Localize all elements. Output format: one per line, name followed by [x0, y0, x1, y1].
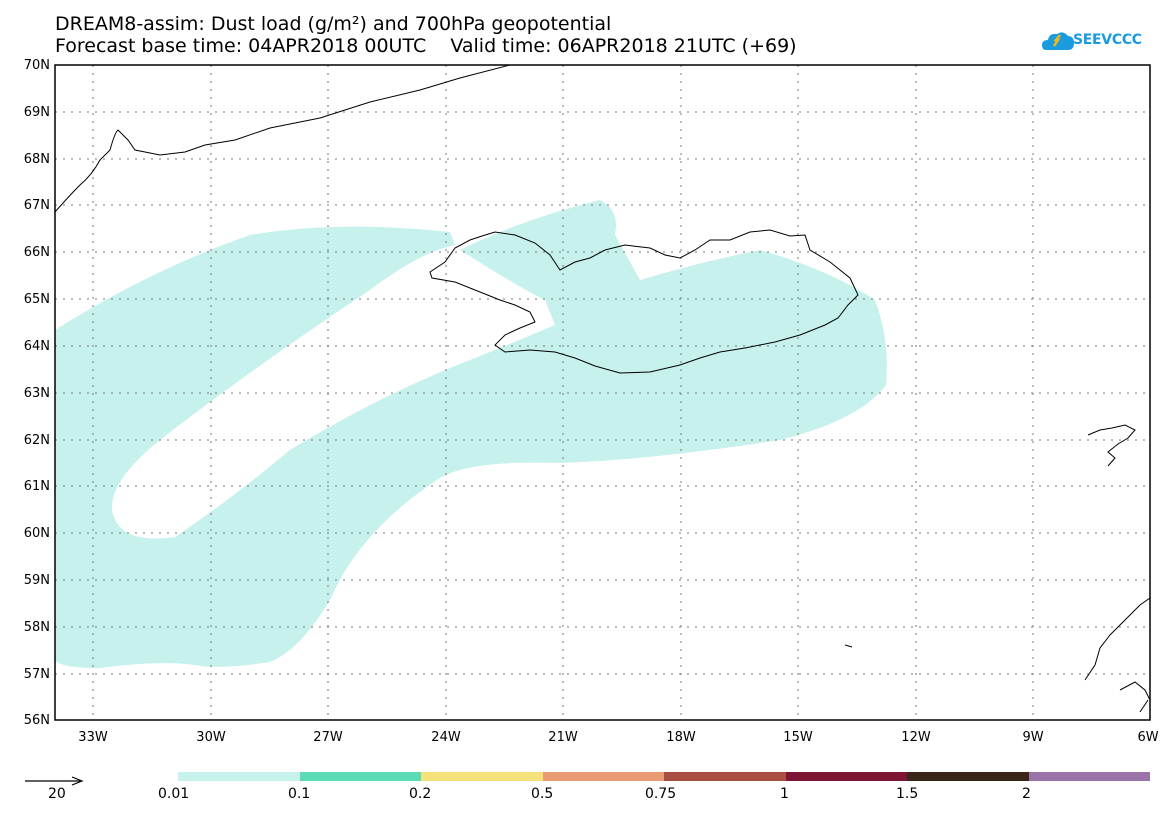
lon-label: 33W [78, 730, 108, 745]
lat-label: 66N [24, 245, 50, 260]
lon-label: 12W [901, 730, 931, 745]
cloud-logo-icon [1042, 32, 1074, 50]
lat-label: 63N [24, 386, 50, 401]
legend-color-swatch [178, 772, 300, 781]
iceland-coast [429, 229, 859, 374]
lon-label: 30W [196, 730, 226, 745]
islet [844, 644, 853, 648]
coastlines [54, 64, 1151, 713]
legend-label: 1 [780, 786, 789, 802]
gridlines [55, 65, 1150, 720]
arrow-head-icon [71, 776, 84, 786]
lat-label: 58N [24, 620, 50, 635]
legend-label: 1.5 [896, 786, 919, 802]
lon-label: 6W [1137, 730, 1158, 745]
lat-label: 60N [24, 526, 50, 541]
dust-plume [55, 200, 887, 668]
lat-ticks: 70N 69N 68N 67N 66N 65N 64N 63N 62N 61N … [24, 58, 50, 728]
legend-label: 2 [1022, 786, 1031, 802]
legend-label: 0.1 [288, 786, 311, 802]
map-frame [54, 64, 1151, 721]
lon-label: 27W [313, 730, 343, 745]
lon-label: 9W [1022, 730, 1043, 745]
lat-label: 57N [24, 667, 50, 682]
lat-label: 68N [24, 152, 50, 167]
faroe-coast [1087, 424, 1136, 467]
map-subtitle: Forecast base time: 04APR2018 00UTC Vali… [55, 35, 797, 57]
scotland-coast [1084, 597, 1151, 713]
color-legend [178, 772, 1150, 781]
lat-label: 62N [24, 433, 50, 448]
lat-label: 59N [24, 573, 50, 588]
lat-label: 64N [24, 339, 50, 354]
lat-label: 70N [24, 58, 50, 73]
legend-label: 0.01 [158, 786, 190, 802]
lon-ticks: 33W 30W 27W 24W 21W 18W 15W 12W 9W 6W [78, 730, 1158, 745]
lat-label: 56N [24, 713, 50, 728]
dust-plume-west [55, 200, 887, 668]
logo-text: SEEVCCC [1073, 32, 1142, 48]
vector-scale-label: 20 [48, 786, 66, 802]
lon-label: 15W [783, 730, 813, 745]
lat-label: 65N [24, 292, 50, 307]
legend-color-swatch [907, 772, 1029, 781]
lon-label: 21W [548, 730, 578, 745]
lat-label: 67N [24, 198, 50, 213]
legend-color-swatch [421, 772, 543, 781]
lon-label: 24W [431, 730, 461, 745]
legend-label: 0.2 [409, 786, 432, 802]
lon-label: 18W [666, 730, 696, 745]
legend-color-swatch [664, 772, 786, 781]
legend-color-swatch [299, 772, 421, 781]
legend-label: 0.75 [645, 786, 677, 802]
legend-color-swatch [542, 772, 664, 781]
legend-label: 0.5 [531, 786, 554, 802]
legend-color-swatch [1028, 772, 1150, 781]
map-title: DREAM8-assim: Dust load (g/m²) and 700hP… [55, 13, 612, 35]
lat-label: 61N [24, 479, 50, 494]
greenland-coast [54, 64, 511, 213]
lat-label: 69N [24, 105, 50, 120]
wind-vector-reference [25, 776, 84, 786]
legend-color-swatch [785, 772, 907, 781]
